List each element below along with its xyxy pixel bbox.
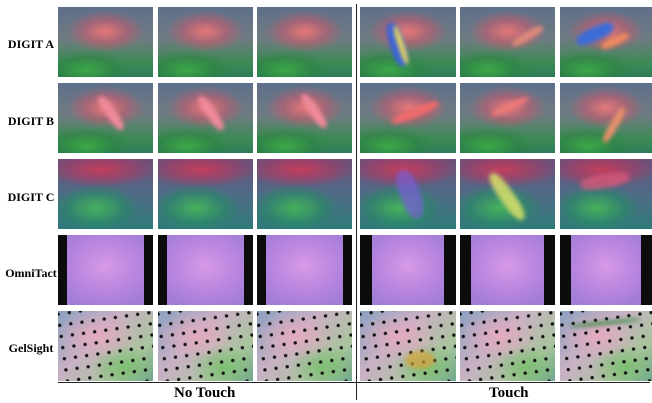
row-label-digit-a: DIGIT A <box>7 37 55 51</box>
image-omnitact-no-touch-1 <box>58 235 153 305</box>
group-divider <box>356 4 357 400</box>
image-digit-a-touch-2 <box>460 7 555 77</box>
image-omnitact-no-touch-2 <box>158 235 253 305</box>
image-digit-c-no-touch-3 <box>257 159 352 229</box>
image-omnitact-touch-2 <box>460 235 555 305</box>
image-digit-a-no-touch-2 <box>158 7 253 77</box>
image-digit-a-no-touch-1 <box>58 7 153 77</box>
image-digit-b-no-touch-1 <box>58 83 153 153</box>
image-omnitact-touch-3 <box>560 235 652 305</box>
image-gelsight-no-touch-1 <box>58 311 153 381</box>
image-digit-a-no-touch-3 <box>257 7 352 77</box>
image-gelsight-touch-1 <box>360 311 456 381</box>
image-gelsight-no-touch-3 <box>257 311 352 381</box>
image-digit-c-no-touch-1 <box>58 159 153 229</box>
image-digit-b-touch-2 <box>460 83 555 153</box>
image-digit-b-touch-1 <box>360 83 456 153</box>
image-digit-c-touch-2 <box>460 159 555 229</box>
image-gelsight-touch-3 <box>560 311 652 381</box>
row-label-gelsight: GelSight <box>8 341 54 355</box>
image-digit-a-touch-1 <box>360 7 456 77</box>
row-label-omnitact: OmniTact <box>5 266 57 280</box>
image-digit-c-touch-1 <box>360 159 456 229</box>
image-omnitact-no-touch-3 <box>257 235 352 305</box>
image-digit-c-touch-3 <box>560 159 652 229</box>
image-digit-c-no-touch-2 <box>158 159 253 229</box>
image-omnitact-touch-1 <box>360 235 456 305</box>
image-digit-b-touch-3 <box>560 83 652 153</box>
row-label-digit-c: DIGIT C <box>7 190 55 204</box>
bottom-axis-line <box>58 382 650 383</box>
image-digit-b-no-touch-3 <box>257 83 352 153</box>
image-digit-a-touch-3 <box>560 7 652 77</box>
image-gelsight-no-touch-2 <box>158 311 253 381</box>
row-label-digit-b: DIGIT B <box>7 114 55 128</box>
image-digit-b-no-touch-2 <box>158 83 253 153</box>
image-gelsight-touch-2 <box>460 311 555 381</box>
group-label-no-touch: No Touch <box>174 385 236 401</box>
group-label-touch: Touch <box>489 385 529 401</box>
